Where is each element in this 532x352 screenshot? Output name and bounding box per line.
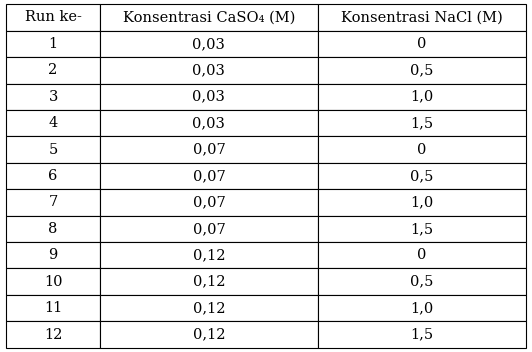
Bar xyxy=(100,136,318,163)
Bar xyxy=(6,163,100,189)
Bar xyxy=(318,189,526,216)
Text: 0,07: 0,07 xyxy=(193,222,225,236)
Text: 0,12: 0,12 xyxy=(193,248,225,262)
Bar xyxy=(100,216,318,242)
Bar xyxy=(318,163,526,189)
Bar xyxy=(318,216,526,242)
Bar xyxy=(100,242,318,269)
Text: 2: 2 xyxy=(48,63,58,77)
Text: Konsentrasi CaSO₄ (M): Konsentrasi CaSO₄ (M) xyxy=(123,11,295,24)
Bar xyxy=(100,31,318,57)
Text: 1,0: 1,0 xyxy=(410,90,434,104)
Text: Konsentrasi NaCl (M): Konsentrasi NaCl (M) xyxy=(341,11,503,24)
Bar xyxy=(6,57,100,83)
Bar xyxy=(6,242,100,269)
Text: 9: 9 xyxy=(48,248,58,262)
Text: 0,03: 0,03 xyxy=(193,116,226,130)
Text: 10: 10 xyxy=(44,275,62,289)
Bar xyxy=(6,269,100,295)
Text: 4: 4 xyxy=(48,116,58,130)
Bar xyxy=(318,269,526,295)
Text: 1,5: 1,5 xyxy=(410,222,434,236)
Text: 1: 1 xyxy=(48,37,57,51)
Text: 3: 3 xyxy=(48,90,58,104)
Text: 0,12: 0,12 xyxy=(193,328,225,341)
Text: 1,0: 1,0 xyxy=(410,301,434,315)
Bar xyxy=(6,83,100,110)
Bar xyxy=(100,269,318,295)
Text: 7: 7 xyxy=(48,195,58,209)
Text: 1,0: 1,0 xyxy=(410,195,434,209)
Bar xyxy=(318,31,526,57)
Bar xyxy=(100,57,318,83)
Bar xyxy=(6,136,100,163)
Bar xyxy=(318,110,526,136)
Bar xyxy=(318,83,526,110)
Text: 0,12: 0,12 xyxy=(193,275,225,289)
Text: 0,07: 0,07 xyxy=(193,169,225,183)
Text: 6: 6 xyxy=(48,169,58,183)
Bar xyxy=(318,57,526,83)
Bar xyxy=(6,110,100,136)
Text: 11: 11 xyxy=(44,301,62,315)
Bar xyxy=(6,321,100,348)
Text: 0: 0 xyxy=(417,143,427,157)
Bar xyxy=(6,189,100,216)
Text: 0,03: 0,03 xyxy=(193,37,226,51)
Bar xyxy=(318,136,526,163)
Bar xyxy=(100,110,318,136)
Text: 0,07: 0,07 xyxy=(193,143,225,157)
Text: 1,5: 1,5 xyxy=(410,116,434,130)
Text: 12: 12 xyxy=(44,328,62,341)
Text: 0,03: 0,03 xyxy=(193,90,226,104)
Bar xyxy=(6,4,100,31)
Bar xyxy=(100,295,318,321)
Bar xyxy=(100,83,318,110)
Bar xyxy=(100,189,318,216)
Text: 0: 0 xyxy=(417,248,427,262)
Bar xyxy=(100,321,318,348)
Bar xyxy=(100,4,318,31)
Bar xyxy=(6,31,100,57)
Text: 1,5: 1,5 xyxy=(410,328,434,341)
Bar xyxy=(318,321,526,348)
Text: Run ke-: Run ke- xyxy=(24,11,81,24)
Bar xyxy=(318,295,526,321)
Text: 0,07: 0,07 xyxy=(193,195,225,209)
Bar xyxy=(6,295,100,321)
Text: 0,5: 0,5 xyxy=(410,275,434,289)
Text: 0: 0 xyxy=(417,37,427,51)
Text: 8: 8 xyxy=(48,222,58,236)
Bar xyxy=(318,4,526,31)
Bar xyxy=(318,242,526,269)
Bar xyxy=(100,163,318,189)
Text: 5: 5 xyxy=(48,143,58,157)
Bar xyxy=(6,216,100,242)
Text: 0,5: 0,5 xyxy=(410,169,434,183)
Text: 0,03: 0,03 xyxy=(193,63,226,77)
Text: 0,12: 0,12 xyxy=(193,301,225,315)
Text: 0,5: 0,5 xyxy=(410,63,434,77)
